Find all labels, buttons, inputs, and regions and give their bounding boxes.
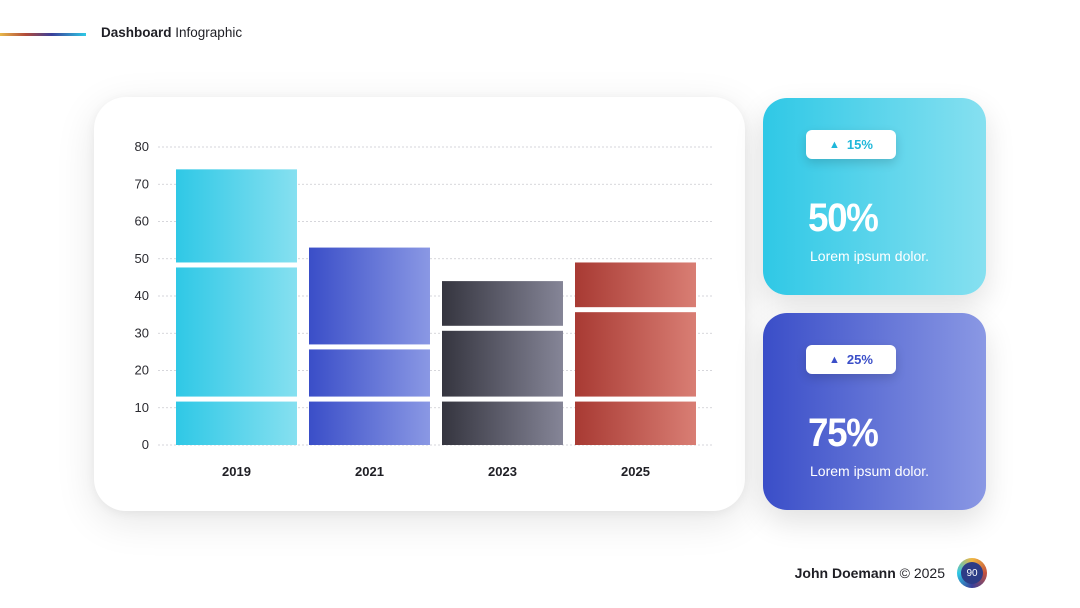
y-tick-label-70: 70 [135,176,149,191]
chart-card: 0 10 20 30 40 50 60 70 80 2019 2021 2023 2025 [94,97,745,511]
page-title-rest: Infographic [175,25,243,40]
page-number-badge: 90 [957,558,987,588]
y-tick-label-80: 80 [135,139,149,154]
triangle-up-icon: ▲ [829,353,840,366]
y-tick-label-20: 20 [135,363,149,378]
bar-segment-2023-2 [442,330,563,397]
kpi-desc-1: Lorem ipsum dolor. [810,248,930,264]
label-layer: 0 10 20 30 40 50 60 70 80 2019 2021 2023 2025 [135,139,650,479]
kpi-card-1: ▲ 15% 50% Lorem ipsum dolor. [763,98,986,295]
kpi-desc-2: Lorem ipsum dolor. [810,463,930,479]
bar-segment-2021-3 [309,247,430,345]
page-number: 90 [961,562,983,584]
y-tick-label-40: 40 [135,288,149,303]
kpi-card-2: ▲ 25% 75% Lorem ipsum dolor. [763,313,986,510]
stacked-bar-chart: 0 10 20 30 40 50 60 70 80 2019 2021 2023 2025 [135,139,714,479]
y-tick-label-0: 0 [142,437,149,452]
bar-layer [176,169,696,445]
y-tick-label-10: 10 [135,400,149,415]
bar-segment-2021-2 [309,349,430,397]
kpi-badge-value-2: 25% [846,352,873,367]
footer-author: John Doemann [794,565,896,581]
y-tick-label-60: 60 [135,214,149,229]
bar-segment-2019-1 [176,401,297,445]
kpi-badge-2: ▲ 25% [806,345,896,374]
bar-segment-2023-3 [442,281,563,326]
x-tick-label-2019: 2019 [222,464,251,479]
kpi-value-1: 50% [808,196,879,240]
x-tick-label-2023: 2023 [488,464,517,479]
bar-segment-2019-3 [176,169,297,263]
y-tick-label-50: 50 [135,251,149,266]
kpi-value-2: 75% [808,411,879,455]
bar-segment-2021-1 [309,401,430,445]
footer-credit: John Doemann © 2025 [795,565,945,581]
bar-segment-2019-2 [176,267,297,397]
page-title-bold: Dashboard [101,25,172,40]
bar-segment-2025-2 [575,312,696,397]
y-tick-label-30: 30 [135,325,149,340]
x-tick-label-2025: 2025 [621,464,650,479]
bar-segment-2025-1 [575,401,696,445]
kpi-badge-value-1: 15% [846,137,873,152]
kpi-badge-1: ▲ 15% [806,130,896,159]
header-accent-line [0,33,86,36]
x-tick-label-2021: 2021 [355,464,384,479]
bar-segment-2025-3 [575,262,696,308]
page-title: Dashboard Infographic [101,25,242,40]
footer-copyright: © 2025 [899,565,945,581]
triangle-up-icon: ▲ [829,138,840,151]
bar-segment-2023-1 [442,401,563,445]
